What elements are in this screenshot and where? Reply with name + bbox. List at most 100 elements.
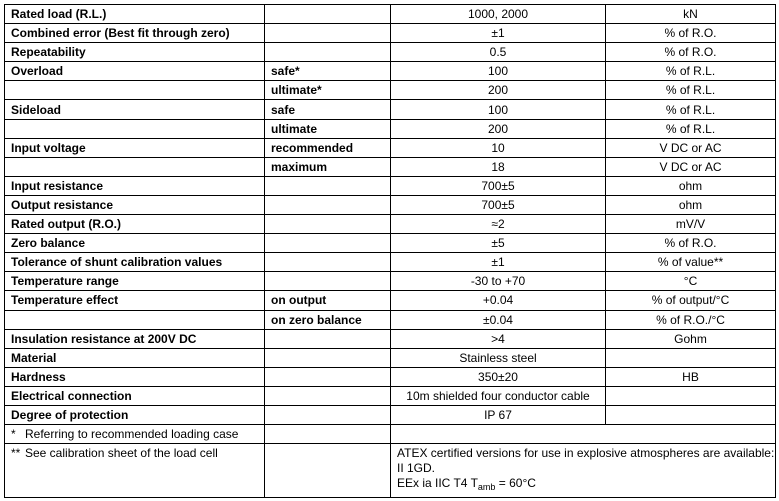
spec-row: Temperature range -30 to +70 °C — [4, 271, 776, 292]
spec-row: Material Stainless steel — [4, 347, 776, 368]
spec-unit: % of R.O./°C — [605, 309, 776, 330]
empty-cell — [390, 424, 776, 445]
spec-label: Degree of protection — [4, 404, 265, 426]
spec-label: Zero balance — [4, 233, 265, 254]
spec-condition — [264, 3, 391, 25]
spec-value: IP 67 — [390, 404, 606, 426]
spec-label: Rated output (R.O.) — [4, 214, 265, 235]
spec-row: Zero balance ±5% of R.O. — [4, 233, 776, 254]
spec-unit — [605, 404, 776, 426]
spec-unit: % of R.O. — [605, 23, 776, 44]
spec-value: 10m shielded four conductor cable — [390, 385, 606, 406]
spec-condition — [264, 328, 391, 349]
spec-condition — [264, 194, 391, 216]
spec-row: Repeatability 0.5% of R.O. — [4, 42, 776, 63]
spec-condition: maximum — [264, 156, 391, 177]
spec-label: Sideload — [4, 99, 265, 120]
spec-label: Hardness — [4, 366, 265, 387]
spec-row: Sideload safe 100% of R.L. — [4, 99, 776, 120]
spec-unit: % of R.O. — [605, 233, 776, 254]
spec-label — [4, 118, 265, 139]
spec-unit: ohm — [605, 194, 776, 216]
empty-cell — [264, 424, 391, 445]
spec-value: +0.04 — [390, 290, 606, 311]
spec-value: 100 — [390, 61, 606, 82]
spec-condition — [264, 42, 391, 63]
spec-value: Stainless steel — [390, 347, 606, 368]
spec-row: Electrical connection 10m shielded four c… — [4, 385, 776, 406]
spec-row: Rated output (R.O.) ≈2 mV/V — [4, 214, 776, 235]
spec-condition — [264, 214, 391, 235]
spec-row: Input resistance 700±5 ohm — [4, 175, 776, 196]
spec-condition — [264, 385, 391, 406]
spec-unit — [605, 385, 776, 406]
spec-condition — [264, 347, 391, 368]
footnote-text: Referring to recommended loading case — [25, 427, 239, 442]
spec-value: 200 — [390, 118, 606, 139]
spec-unit: °C — [605, 271, 776, 292]
spec-condition — [264, 233, 391, 254]
spec-unit: V DC or AC — [605, 137, 776, 158]
spec-value: 10 — [390, 137, 606, 158]
spec-row: Degree of protection IP 67 — [4, 404, 776, 426]
spec-row: Tolerance of shunt calibration values ±1%… — [4, 252, 776, 273]
spec-unit: % of R.L. — [605, 99, 776, 120]
specifications-table: Rated load (R.L.) 1000, 2000 kN Combined er… — [4, 3, 776, 499]
spec-row: Rated load (R.L.) 1000, 2000 kN — [4, 3, 776, 25]
spec-label: Temperature effect — [4, 290, 265, 311]
spec-value: 100 — [390, 99, 606, 120]
spec-value: 700±5 — [390, 194, 606, 216]
atex-suffix: = 60°C — [495, 476, 536, 491]
spec-condition — [264, 252, 391, 273]
spec-unit: % of R.L. — [605, 80, 776, 101]
spec-value: ±1 — [390, 23, 606, 44]
spec-label: Overload — [4, 61, 265, 82]
spec-label: Insulation resistance at 200V DC — [4, 328, 265, 349]
footnote-mark: * — [11, 427, 16, 442]
footnote-row: ** See calibration sheet of the load cell… — [4, 443, 776, 499]
spec-unit: Gohm — [605, 328, 776, 349]
spec-unit: kN — [605, 3, 776, 25]
spec-condition — [264, 271, 391, 292]
spec-label: Output resistance — [4, 194, 265, 216]
spec-unit: % of value** — [605, 252, 776, 273]
spec-value: >4 — [390, 328, 606, 349]
footnote-1: * Referring to recommended loading case — [4, 424, 265, 445]
spec-label: Repeatability — [4, 42, 265, 63]
spec-row: Insulation resistance at 200V DC >4 Gohm — [4, 328, 776, 349]
specifications-body: Rated load (R.L.) 1000, 2000 kN Combined er… — [4, 3, 776, 426]
spec-label: Input voltage — [4, 137, 265, 158]
footnote-2: ** See calibration sheet of the load cell — [4, 443, 265, 499]
spec-condition: on zero balance — [264, 309, 391, 330]
spec-label: Electrical connection — [4, 385, 265, 406]
spec-label: Rated load (R.L.) — [4, 3, 265, 25]
spec-row: Temperature effect on output +0.04% of out… — [4, 290, 776, 311]
spec-value: ±5 — [390, 233, 606, 254]
spec-row: Input voltage recommended 10 V DC or AC — [4, 137, 776, 158]
spec-unit: % of output/°C — [605, 290, 776, 311]
spec-condition: ultimate* — [264, 80, 391, 101]
atex-line-2: EEx ia IIC T4 Tamb = 60°C — [397, 476, 775, 493]
spec-value: 18 — [390, 156, 606, 177]
spec-condition — [264, 404, 391, 426]
spec-label: Temperature range — [4, 271, 265, 292]
atex-prefix: EEx ia IIC T4 T — [397, 476, 478, 491]
empty-cell — [264, 443, 391, 499]
spec-value: ≈2 — [390, 214, 606, 235]
spec-unit: HB — [605, 366, 776, 387]
spec-row: ultimate 200% of R.L. — [4, 118, 776, 139]
spec-label: Input resistance — [4, 175, 265, 196]
spec-value: 200 — [390, 80, 606, 101]
spec-unit: % of R.O. — [605, 42, 776, 63]
spec-value: ±0.04 — [390, 309, 606, 330]
spec-label — [4, 156, 265, 177]
spec-condition: on output — [264, 290, 391, 311]
footnotes: * Referring to recommended loading case *… — [4, 424, 776, 499]
spec-condition — [264, 366, 391, 387]
footnote-text: See calibration sheet of the load cell — [25, 446, 218, 461]
spec-row: ultimate* 200% of R.L. — [4, 80, 776, 101]
atex-subscript: amb — [477, 482, 496, 493]
atex-line-1: ATEX certified versions for use in explo… — [397, 446, 775, 476]
spec-condition: ultimate — [264, 118, 391, 139]
spec-condition: safe — [264, 99, 391, 120]
